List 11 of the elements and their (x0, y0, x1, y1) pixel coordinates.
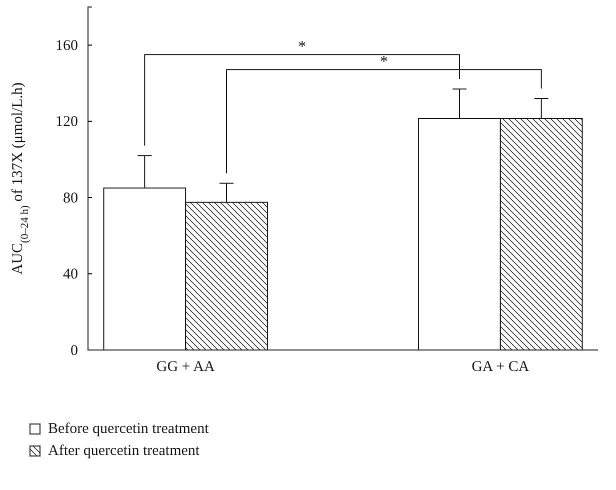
y-tick-label: 80 (63, 190, 78, 206)
legend-label: Before quercetin treatment (48, 421, 210, 437)
y-tick-label: 40 (63, 266, 78, 283)
annotation: * (298, 38, 306, 56)
annotation: * (380, 54, 388, 71)
legend-label: After quercetin treatment (48, 443, 200, 459)
y-tick-label: 0 (70, 342, 78, 359)
y-tick-label: 160 (56, 38, 78, 54)
y-tick-label: 120 (56, 114, 78, 130)
x-tick-label: GG + AA (156, 359, 215, 375)
x-tick-label: GA + CA (472, 359, 530, 375)
